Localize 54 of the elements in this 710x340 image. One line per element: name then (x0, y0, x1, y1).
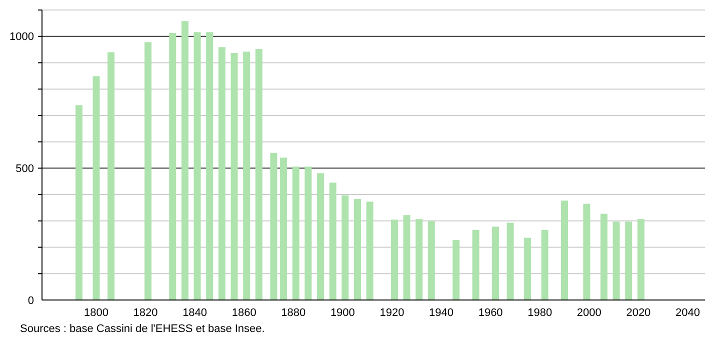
y-tick-label: 500 (16, 163, 34, 176)
x-tick-label: 1900 (330, 307, 355, 319)
bar (354, 199, 361, 300)
bar (452, 240, 460, 300)
bar (144, 42, 152, 300)
bar (230, 52, 238, 300)
x-tick-label: 1880 (281, 307, 306, 319)
bar (206, 32, 214, 300)
bar (194, 32, 201, 300)
bar (583, 204, 590, 300)
bar (506, 222, 514, 300)
x-tick-label: 1980 (528, 307, 552, 319)
bar (390, 220, 398, 300)
bar (169, 32, 176, 300)
y-tick-label: 1000 (10, 31, 34, 44)
bar (243, 52, 250, 300)
x-tick-label: 1960 (478, 307, 503, 319)
bar (108, 52, 115, 300)
bar (561, 200, 568, 300)
bar (92, 76, 100, 300)
bar (541, 230, 548, 300)
bar (625, 222, 632, 300)
bar (255, 49, 262, 300)
x-tick-label: 2020 (626, 307, 651, 319)
bar (218, 47, 226, 300)
bar (600, 214, 608, 300)
bar (270, 152, 278, 300)
bar (403, 215, 410, 300)
x-tick-label: 1840 (182, 307, 208, 319)
bar (342, 195, 349, 300)
bar (637, 219, 644, 300)
bar (612, 222, 620, 300)
y-tick-label: 0 (28, 294, 34, 307)
x-tick-label: 1800 (84, 307, 108, 319)
x-tick-label: 1860 (232, 307, 256, 319)
bar (280, 158, 288, 300)
bar (366, 202, 374, 300)
bar (428, 221, 435, 300)
bar (472, 230, 480, 300)
bar (492, 226, 499, 300)
x-tick-label: 1820 (133, 307, 158, 319)
bar (75, 105, 82, 300)
bar (304, 166, 312, 300)
x-tick-label: 1940 (429, 307, 454, 319)
bar (317, 173, 324, 300)
x-tick-label: 1920 (380, 307, 404, 319)
x-tick-label: 2000 (576, 307, 602, 319)
bar (524, 238, 532, 300)
bar (292, 166, 300, 300)
source-note: Sources : base Cassini de l'EHESS et base Insee. (20, 323, 265, 335)
bar (416, 219, 423, 300)
x-tick-label: 2040 (676, 307, 700, 319)
bar (181, 21, 188, 300)
bar (329, 182, 336, 300)
